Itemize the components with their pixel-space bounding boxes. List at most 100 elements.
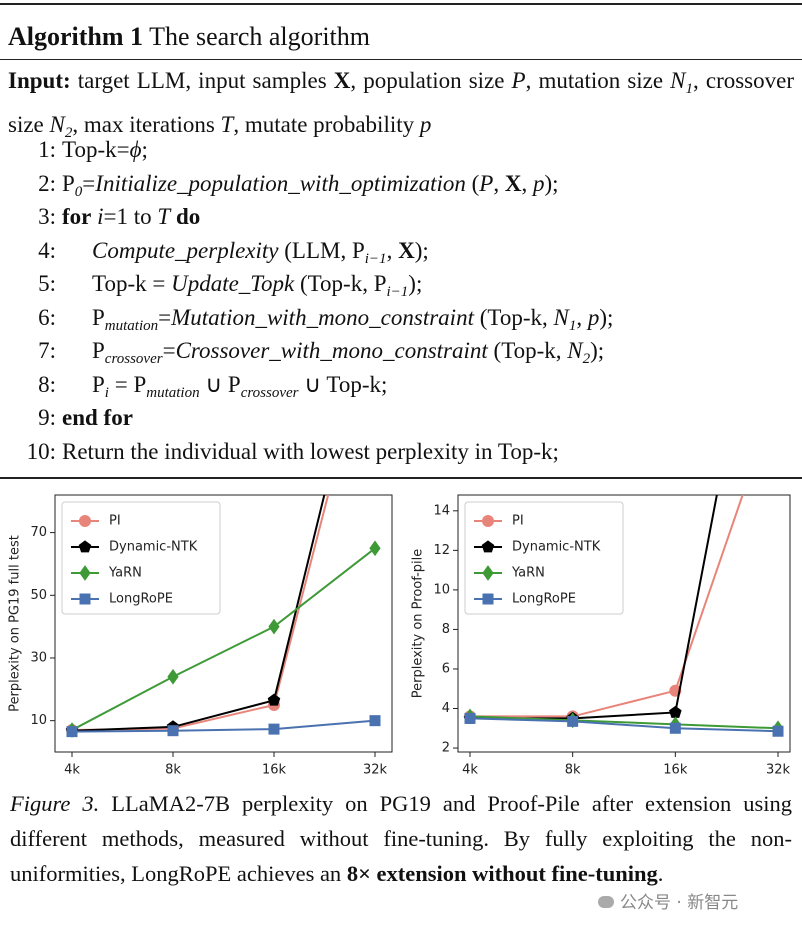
line-body: Pcrossover=Crossover_with_mono_constrain…: [92, 334, 604, 376]
text-run: , mutate probability: [233, 112, 420, 137]
line-body: Return the individual with lowest perple…: [62, 435, 559, 469]
text-run: do: [175, 204, 201, 229]
text-run: ∪ P: [199, 371, 241, 397]
legend: PI Dynamic-NTK YaRN LongRoPE: [464, 501, 624, 615]
watermark-icon: [598, 896, 614, 908]
marker: [669, 705, 682, 718]
text-run: (LLM, P: [278, 237, 365, 263]
line-number: 3:: [38, 204, 56, 229]
series-line: [71, 495, 326, 732]
line-body: for i=1 to T do: [62, 200, 200, 234]
text-run: N: [553, 304, 569, 330]
algorithm-title: The search algorithm: [149, 22, 370, 51]
text-run: T: [220, 112, 234, 137]
text-run: =1 to: [103, 204, 158, 229]
y-tick-label: 14: [433, 503, 450, 518]
text-run: ,: [576, 304, 588, 330]
algorithm-line: 7: Pcrossover=Crossover_with_mono_constra…: [0, 334, 802, 368]
algorithm-label: Algorithm 1: [8, 22, 144, 51]
marker: [268, 618, 280, 635]
algorithm-line: 5: Top-k = Update_Topk (Top-k, Pi−1);: [0, 267, 802, 301]
text-run: Initialize_population_with_optimization: [95, 170, 466, 196]
line-number: 1:: [38, 137, 56, 162]
legend-label: YaRN: [108, 566, 142, 581]
watermark-text: 公众号 · 新智元: [620, 893, 739, 913]
algorithm-line: 10: Return the individual with lowest per…: [0, 435, 802, 469]
series-line: [469, 717, 779, 733]
text-run: =: [82, 170, 96, 196]
text-run: =: [158, 304, 172, 330]
legend-frame: [61, 501, 221, 615]
x-tick-label: 32k: [363, 763, 388, 778]
algorithm-header: Algorithm 1 The search algorithm: [8, 20, 370, 54]
text-run: 8× extension without fine-tuning: [346, 861, 658, 886]
x-tick-label: 16k: [663, 763, 688, 778]
series-line: [71, 547, 376, 731]
legend-label: PI: [512, 514, 524, 529]
text-run: Update_Topk: [171, 271, 295, 296]
text-run: Return the individual with lowest perple…: [62, 438, 559, 464]
line-number: 10:: [26, 438, 56, 464]
marker: [772, 169, 783, 180]
text-run: ∪ Top-k;: [298, 371, 388, 397]
bottom-rule: [0, 477, 802, 479]
text-run: (: [465, 170, 480, 196]
text-run: .: [657, 861, 664, 886]
text-run: 2: [582, 351, 591, 367]
line-body: end for: [62, 401, 133, 435]
text-run: , population size: [350, 68, 512, 93]
legend-label: Dynamic-NTK: [109, 540, 198, 555]
algorithm-line: 8: Pi = Pmutation ∪ Pcrossover ∪ Top-k;: [0, 368, 802, 402]
text-run: i−1: [364, 250, 387, 267]
plot-frame: [54, 494, 393, 753]
text-run: i: [104, 384, 109, 401]
text-run: Compute_perplexity: [92, 237, 279, 263]
text-run: );: [414, 237, 429, 263]
marker: [369, 282, 380, 293]
text-run: ;: [141, 137, 148, 162]
x-tick-label: 4k: [462, 763, 478, 778]
text-run: P: [479, 170, 494, 196]
line-number: 5:: [38, 271, 56, 296]
line-number: 8:: [38, 371, 56, 397]
marker: [482, 565, 494, 581]
text-run: i: [97, 204, 104, 229]
text-run: ,: [521, 170, 533, 196]
y-tick-label: 30: [30, 650, 47, 665]
text-run: LLaMA2-7B perplexity on PG19 and Proof-P…: [10, 791, 793, 886]
text-run: (Top-k, P: [294, 271, 387, 296]
marker: [482, 593, 494, 605]
line-body: Top-k=ϕ;: [62, 133, 148, 167]
x-tick-label: 4k: [64, 763, 80, 778]
y-tick-label: 8: [442, 622, 450, 637]
text-run: 2: [64, 125, 73, 141]
text-run: Mutation_with_mono_constraint: [171, 304, 474, 330]
line-number: 4:: [38, 237, 56, 263]
text-run: );: [599, 304, 614, 330]
y-tick-label: 70: [30, 525, 47, 540]
y-tick-label: 12: [433, 543, 450, 558]
marker: [370, 308, 381, 319]
plot-area: [65, 282, 381, 738]
legend-label: Dynamic-NTK: [512, 540, 601, 555]
marker: [167, 668, 179, 685]
text-run: i−1: [386, 284, 409, 300]
text-run: end for: [62, 405, 133, 430]
text-run: , mutation size: [525, 68, 671, 93]
text-run: Input:: [8, 68, 71, 93]
text-run: p: [587, 304, 600, 330]
x-tick-label: 16k: [262, 763, 287, 778]
y-tick-label: 50: [30, 588, 47, 603]
marker: [669, 722, 681, 734]
series-line: [470, 495, 718, 720]
marker: [267, 693, 281, 706]
watermark: 公众号 · 新智元: [598, 888, 738, 913]
x-tick-label: 8k: [165, 763, 181, 778]
algorithm-input: Input: target LLM, input samples X, popu…: [8, 63, 794, 151]
line-body: Compute_perplexity (LLM, Pi−1, X);: [92, 234, 429, 276]
plot-frame: [457, 494, 791, 753]
legend-label: YaRN: [511, 566, 545, 581]
legend-label: LongRoPE: [109, 592, 173, 607]
caption: Figure 3. LLaMA2-7B perplexity on PG19 a…: [10, 786, 792, 891]
